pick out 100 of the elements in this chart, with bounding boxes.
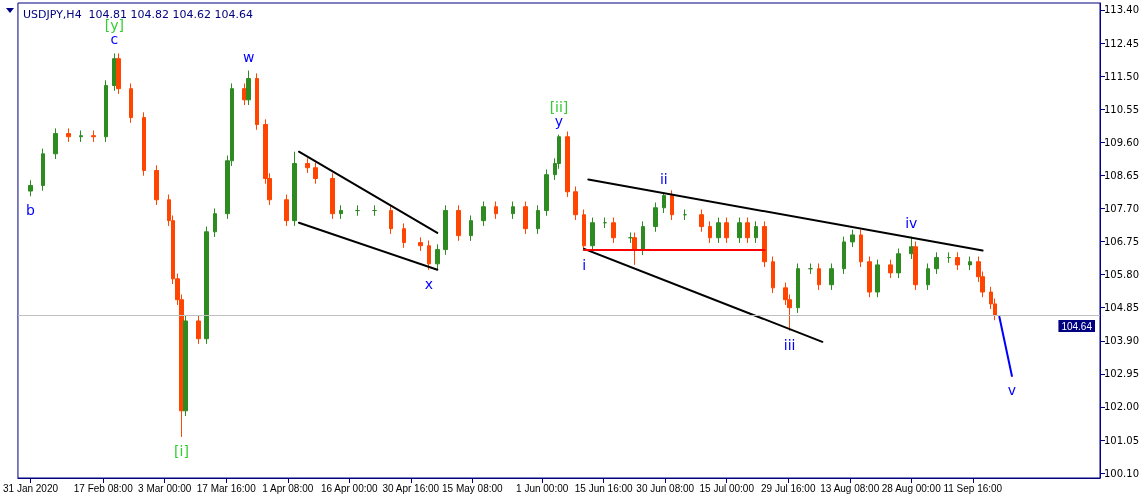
candlestick: [913, 241, 918, 291]
candlestick: [418, 236, 423, 252]
candlestick: [154, 164, 159, 206]
candlestick: [808, 262, 813, 275]
annotation: i: [582, 256, 587, 273]
candlestick: [829, 262, 834, 291]
x-tick-label: 29 Jul 16:00: [760, 482, 816, 494]
candlestick: [53, 127, 58, 160]
candlestick: [41, 148, 45, 192]
candlestick: [611, 217, 616, 244]
annotation: [i]: [174, 442, 189, 459]
candlestick: [565, 131, 570, 198]
candlestick: [402, 222, 406, 249]
candlestick: [716, 217, 721, 244]
candlestick: [754, 220, 758, 244]
candlestick: [955, 251, 960, 271]
candlestick: [934, 251, 939, 275]
y-tick-label: 112.45: [1104, 37, 1139, 49]
candlestick: [313, 161, 318, 185]
annotation: [ii]: [549, 98, 569, 115]
candlestick: [762, 220, 767, 268]
candlestick: [737, 217, 742, 244]
candlestick: [523, 201, 528, 235]
candlestick: [79, 129, 83, 143]
candlestick: [511, 201, 515, 220]
candlestick: [372, 204, 377, 217]
candlestick: [859, 229, 863, 268]
candlestick: [355, 204, 360, 217]
x-tick-label: 15 May 08:00: [441, 482, 504, 494]
candlestick: [850, 229, 855, 248]
candlestick: [590, 217, 595, 252]
candlestick: [670, 189, 674, 221]
candlestick: [305, 157, 310, 174]
candlestick: [183, 315, 188, 417]
candlestick: [771, 256, 775, 294]
x-tick-label: 15 Jul 00:00: [699, 482, 755, 494]
y-tick-label: 108.65: [1104, 169, 1139, 181]
candlestick: [481, 201, 486, 227]
candlestick: [817, 262, 821, 291]
candlestick: [699, 209, 704, 233]
x-tick-label: 31 Jan 2020: [2, 482, 59, 494]
y-tick-label: 106.75: [1104, 236, 1139, 248]
candlestick: [435, 243, 440, 270]
candlestick: [573, 186, 578, 221]
y-tick-label: 107.70: [1104, 202, 1139, 214]
candlestick: [427, 240, 431, 271]
candlestick: [91, 129, 96, 143]
candlestick: [284, 194, 289, 227]
candlestick: [456, 204, 461, 242]
candlestick: [292, 151, 297, 227]
candlestick: [104, 79, 108, 143]
candlestick: [28, 179, 33, 197]
candlestick: [842, 236, 846, 275]
annotation: b: [26, 202, 36, 219]
y-tick-label: 105.80: [1104, 269, 1139, 281]
annotation: ii: [659, 171, 668, 188]
x-tick-label: 1 Jun 00:00: [516, 482, 569, 494]
candlestick: [536, 204, 540, 235]
candlestick: [628, 231, 633, 244]
candlestick: [255, 72, 259, 131]
candlestick: [653, 202, 658, 233]
annotation: iii: [783, 336, 796, 353]
candlestick: [867, 256, 872, 298]
y-tick-label: 102.95: [1104, 368, 1139, 380]
x-tick-label: 13 Aug 08:00: [820, 482, 880, 494]
y-tick-label: 110.55: [1104, 103, 1139, 115]
y-tick-label: 101.05: [1104, 434, 1139, 446]
x-tick-label: 16 Apr 00:00: [320, 482, 379, 494]
candlestick: [494, 201, 498, 220]
candlestick: [896, 248, 901, 279]
annotation: x: [424, 275, 434, 292]
candlestick: [926, 262, 930, 291]
candlestick: [662, 192, 666, 214]
x-tick-label: 17 Feb 08:00: [73, 482, 134, 494]
x-tick-label: 28 Aug 00:00: [881, 482, 942, 494]
annotation: y: [554, 112, 564, 129]
y-tick-label: 103.90: [1104, 335, 1139, 347]
candlestick: [196, 315, 201, 345]
y-tick-label: 104.85: [1104, 302, 1139, 314]
candlestick: [129, 82, 133, 124]
candlestick: [875, 259, 880, 298]
candlestick: [389, 204, 393, 235]
annotation: w: [242, 48, 255, 65]
x-tick-label: 11 Sep 16:00: [943, 482, 1003, 494]
candlestick: [213, 207, 217, 238]
candlestick: [330, 172, 335, 220]
y-tick-label: 113.40: [1104, 4, 1139, 16]
ref-line-label: 104.64: [1061, 320, 1093, 332]
candlestick: [641, 220, 645, 256]
candlestick: [632, 231, 637, 266]
y-tick-label: 100.10: [1104, 467, 1139, 479]
x-tick-label: 1 Apr 08:00: [262, 482, 314, 494]
x-tick-label: 3 Mar 00:00: [138, 482, 192, 494]
y-tick-label: 111.50: [1104, 70, 1139, 82]
x-tick-label: 17 Mar 16:00: [196, 482, 257, 494]
candlestick: [469, 214, 473, 242]
candlestick: [544, 168, 549, 217]
candlestick: [968, 256, 972, 271]
x-tick-label: 30 Apr 16:00: [382, 482, 440, 494]
x-tick-label: 15 Jun 16:00: [574, 482, 634, 494]
